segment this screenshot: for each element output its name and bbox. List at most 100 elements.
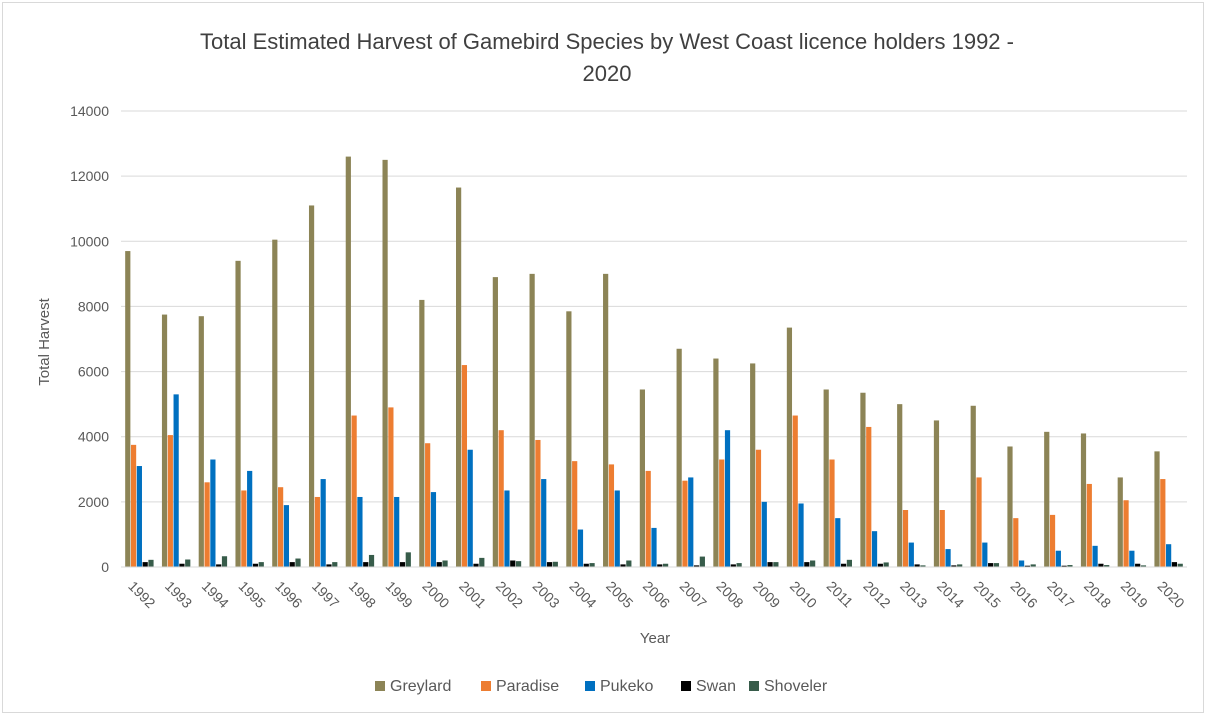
legend-label-greylard: Greylard [390,678,451,695]
bar-paradise-1999 [388,407,393,567]
x-tick-label: 2006 [640,578,673,611]
bar-pukeko-1999 [394,497,399,567]
x-tick-label: 2003 [530,578,563,611]
bar-paradise-2012 [866,427,871,567]
bar-paradise-2005 [609,464,614,567]
legend-swatch-shoveler [749,681,759,691]
bar-pukeko-2016 [1019,560,1024,567]
x-tick-label: 2015 [971,578,1004,611]
bar-pukeko-2014 [945,549,950,567]
bar-pukeko-2002 [504,490,509,567]
bar-paradise-2002 [499,430,504,567]
bar-greylard-2017 [1044,432,1049,567]
bar-greylard-2004 [566,311,571,567]
x-tick-label: 2011 [824,578,857,611]
x-tick-label: 1993 [162,578,195,611]
bar-paradise-2015 [976,477,981,567]
x-tick-label: 2005 [603,578,636,611]
bar-pukeko-2001 [468,450,473,567]
bar-swan-1992 [143,562,148,567]
bar-shoveler-1998 [369,555,374,567]
bar-greylard-1996 [272,240,277,567]
bar-paradise-1998 [352,416,357,567]
bar-paradise-2016 [1013,518,1018,567]
bar-pukeko-2012 [872,531,877,567]
bar-greylard-2020 [1154,451,1159,567]
bar-greylard-2015 [971,406,976,567]
y-tick-label: 8000 [78,298,109,314]
y-tick-label: 10000 [70,233,109,249]
x-axis-title: Year [640,630,670,647]
bar-paradise-2014 [940,510,945,567]
bar-greylard-2013 [897,404,902,567]
bar-greylard-2016 [1007,446,1012,567]
bar-pukeko-2005 [615,490,620,567]
bar-shoveler-1993 [185,560,190,567]
bar-greylard-2011 [824,389,829,567]
x-tick-label: 2017 [1044,578,1077,611]
bar-pukeko-2017 [1056,551,1061,567]
bar-swan-1999 [400,562,405,567]
x-tick-label: 1994 [199,578,232,611]
bar-shoveler-2002 [516,561,521,567]
y-tick-label: 2000 [78,494,109,510]
bar-paradise-1997 [315,497,320,567]
x-axis-ticks: 1992 1993 1994 1995 1996 1997 1998 1999 2000 2001… [125,578,1188,611]
bar-shoveler-2003 [553,562,558,567]
bar-paradise-2006 [646,471,651,567]
bar-paradise-2020 [1160,479,1165,567]
chart: Total Estimated Harvest of Gamebird Spec… [3,3,1205,714]
bar-pukeko-2004 [578,530,583,567]
y-tick-label: 0 [101,559,109,575]
bar-paradise-2019 [1123,500,1128,567]
bar-swan-2015 [988,563,993,567]
bar-pukeko-1994 [210,460,215,567]
bar-swan-1998 [363,562,368,567]
bar-pukeko-2009 [762,502,767,567]
x-tick-label: 2018 [1081,578,1114,611]
bar-shoveler-2001 [479,558,484,567]
bar-swan-2010 [804,562,809,567]
bar-greylard-2003 [530,274,535,567]
bar-pukeko-2007 [688,477,693,567]
bar-shoveler-2011 [847,560,852,567]
bar-shoveler-2015 [994,563,999,567]
bar-greylard-1992 [125,251,130,567]
bar-pukeko-2010 [798,503,803,567]
bar-pukeko-2006 [651,528,656,567]
bar-greylard-2006 [640,389,645,567]
bar-paradise-2011 [829,460,834,567]
bar-greylard-2005 [603,274,608,567]
legend-swatch-pukeko [585,681,595,691]
bar-swan-2000 [437,562,442,567]
bar-greylard-1995 [235,261,240,567]
bar-greylard-2008 [713,359,718,567]
bar-shoveler-1996 [295,559,300,567]
bar-greylard-2010 [787,328,792,567]
x-tick-label: 1999 [383,578,416,611]
y-tick-label: 14000 [70,103,109,119]
legend-swatch-swan [681,681,691,691]
bar-pukeko-2000 [431,492,436,567]
bar-shoveler-2007 [700,557,705,567]
x-tick-label: 2002 [493,578,526,611]
x-tick-label: 1995 [236,578,269,611]
bar-greylard-2002 [493,277,498,567]
legend-label-swan: Swan [696,678,736,695]
y-axis-title: Total Harvest [36,297,53,385]
x-tick-label: 2000 [419,578,452,611]
bar-shoveler-1992 [148,560,153,567]
x-tick-label: 1996 [272,578,305,611]
bar-paradise-2010 [793,416,798,567]
bar-swan-2009 [767,562,772,567]
bar-paradise-2013 [903,510,908,567]
bar-greylard-2012 [860,393,865,567]
bar-pukeko-2013 [909,543,914,567]
bar-greylard-2018 [1081,433,1086,567]
chart-title-line-2: 2020 [583,61,632,86]
bar-pukeko-2015 [982,543,987,567]
bar-pukeko-1992 [137,466,142,567]
bar-shoveler-2008 [737,563,742,567]
x-tick-label: 2010 [787,578,820,611]
gridlines [121,111,1187,502]
